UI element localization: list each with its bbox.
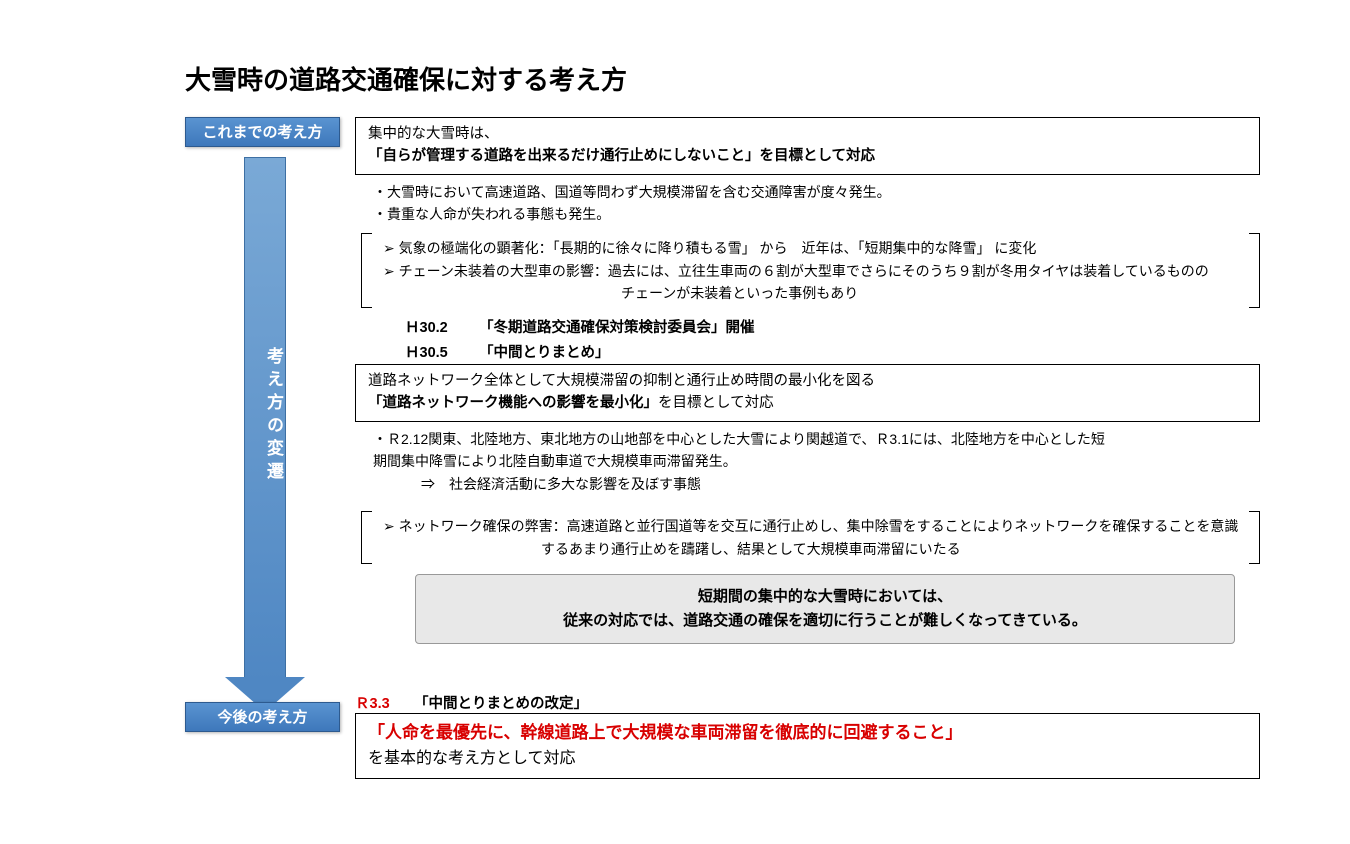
future-policy-block: Ｒ3.3 「中間とりまとめの改定」 「人命を最優先に、幹線道路上で大規模な車両滞… <box>355 692 1260 779</box>
future-policy-red: 「人命を最優先に、幹線道路上で大規模な車両滞留を徹底的に回避すること」 <box>368 723 963 742</box>
transition-arrow: 考え方の変遷 <box>230 157 300 712</box>
future-policy-tail: を基本的な考え方として対応 <box>368 750 576 767</box>
previous-policy-line1: 集中的な大雪時は、 <box>368 126 499 142</box>
cause-network-cont: するあまり通行止めを躊躇し、結果として大規模車両滞留にいたる <box>383 538 961 560</box>
interim-policy-line2-bold: 「道路ネットワーク機能への影響を最小化」 <box>368 395 658 411</box>
timeline-title-2: 「中間とりまとめ」 <box>479 345 610 361</box>
tag-future-thinking: 今後の考え方 <box>185 702 340 732</box>
future-policy-box: 「人命を最優先に、幹線道路上で大規模な車両滞留を徹底的に回避すること」 を基本的… <box>355 713 1260 779</box>
timeline-date-1: Ｈ30.2 <box>405 316 475 337</box>
tag-previous-thinking: これまでの考え方 <box>185 117 340 147</box>
issue-note-2b: 期間集中降雪により北陸自動車道で大規模車両滞留発生。 <box>373 453 737 469</box>
issue-notes-2: ・Ｒ2.12関東、北陸地方、東北地方の山地部を中心とした大雪により関越道で、Ｒ3… <box>355 428 1260 495</box>
summary-gray-box: 短期間の集中的な大雪時においては、 従来の対応では、道路交通の確保を適切に行うこ… <box>415 574 1235 644</box>
timeline-h302: Ｈ30.2 「冬期道路交通確保対策検討委員会」開催 <box>355 316 1260 337</box>
content-column: 集中的な大雪時は、 「自らが管理する道路を出来るだけ通行止めにしないこと」を目標… <box>355 117 1260 644</box>
summary-line2: 従来の対応では、道路交通の確保を適切に行うことが難しくなってきている。 <box>563 612 1087 629</box>
bracket-causes-1: 気象の極端化の顕著化：「長期的に徐々に降り積もる雪」 から 近年は、「短期集中的… <box>355 231 1260 310</box>
summary-line1: 短期間の集中的な大雪時においては、 <box>698 588 952 605</box>
cause-network: ネットワーク確保の弊害：高速道路と並行国道等を交互に通行止めし、集中除雪をするこ… <box>383 518 1238 534</box>
final-date: Ｒ3.3 <box>355 692 410 713</box>
issue-note-1b: ・貴重な人命が失われる事態も発生。 <box>373 206 610 222</box>
timeline-date-2: Ｈ30.5 <box>405 341 475 362</box>
previous-policy-box: 集中的な大雪時は、 「自らが管理する道路を出来るだけ通行止めにしないこと」を目標… <box>355 117 1260 175</box>
timeline-h305: Ｈ30.5 「中間とりまとめ」 <box>355 341 1260 362</box>
final-date-row: Ｒ3.3 「中間とりまとめの改定」 <box>355 692 1260 713</box>
issue-note-2c: ⇒ 社会経済活動に多大な影響を及ぼす事態 <box>373 473 1260 495</box>
cause-chain: チェーン未装着の大型車の影響：過去には、立往生車両の６割が大型車でさらにそのうち… <box>383 263 1209 279</box>
issue-notes-1: ・大雪時において高速道路、国道等問わず大規模滞留を含む交通障害が度々発生。 ・貴… <box>355 181 1260 226</box>
previous-policy-line2: 「自らが管理する道路を出来るだけ通行止めにしないこと」を目標として対応 <box>368 148 875 164</box>
bracket-causes-2: ネットワーク確保の弊害：高速道路と並行国道等を交互に通行止めし、集中除雪をするこ… <box>355 509 1260 566</box>
timeline-title-1: 「冬期道路交通確保対策検討委員会」開催 <box>479 320 755 336</box>
arrow-label: 考え方の変遷 <box>244 347 286 485</box>
final-date-label: 「中間とりまとめの改定」 <box>414 696 588 712</box>
interim-policy-line2-tail: を目標として対応 <box>658 395 774 411</box>
page-title: 大雪時の道路交通確保に対する考え方 <box>185 60 1260 97</box>
cause-weather: 気象の極端化の顕著化：「長期的に徐々に降り積もる雪」 から 近年は、「短期集中的… <box>383 240 1036 256</box>
issue-note-2a: ・Ｒ2.12関東、北陸地方、東北地方の山地部を中心とした大雪により関越道で、Ｒ3… <box>373 431 1105 447</box>
interim-policy-box: 道路ネットワーク全体として大規模滞留の抑制と通行止め時間の最小化を図る 「道路ネ… <box>355 364 1260 422</box>
interim-policy-line1: 道路ネットワーク全体として大規模滞留の抑制と通行止め時間の最小化を図る <box>368 373 875 389</box>
issue-note-1a: ・大雪時において高速道路、国道等問わず大規模滞留を含む交通障害が度々発生。 <box>373 184 891 200</box>
cause-chain-cont: チェーンが未装着といった事例もあり <box>383 282 858 304</box>
diagram-container: 考え方の変遷 これまでの考え方 今後の考え方 集中的な大雪時は、 「自らが管理す… <box>185 117 1260 644</box>
